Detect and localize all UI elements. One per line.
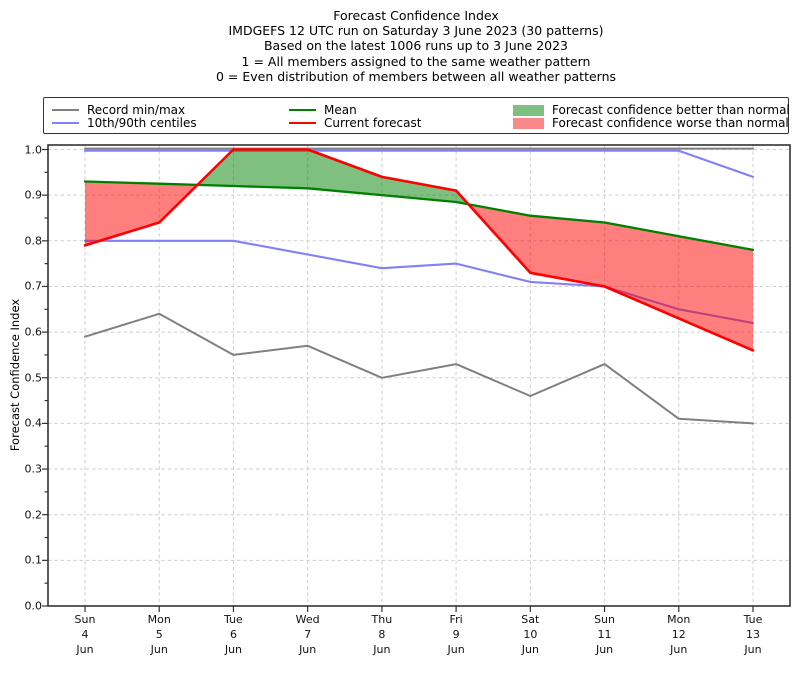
- fill-worse-than-normal: [85, 182, 198, 246]
- series-90th-centile-line: [85, 151, 753, 177]
- series-record-min-line: [85, 314, 753, 424]
- forecast-confidence-chart: Forecast Confidence Index IMDGEFS 12 UTC…: [0, 0, 800, 676]
- chart-plot-area: [0, 0, 800, 676]
